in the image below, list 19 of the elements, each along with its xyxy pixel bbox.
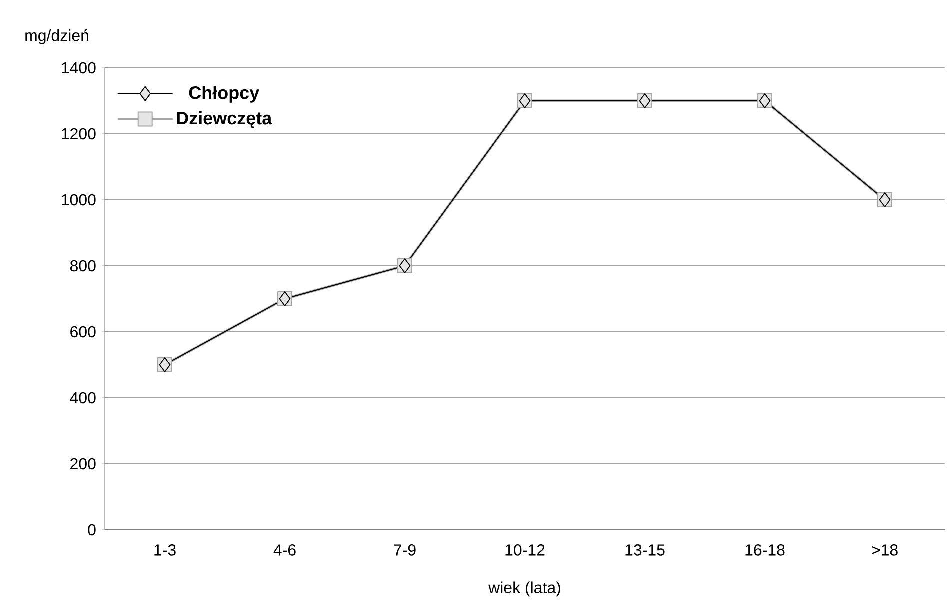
y-tick-label: 800 (70, 260, 96, 272)
x-tick-label: 7-9 (394, 544, 416, 556)
x-axis-title: wiek (lata) (488, 582, 560, 597)
y-tick-label: 200 (70, 458, 96, 470)
y-axis-title: mg/dzień (26, 29, 88, 44)
legend-label: Dziewczęta (177, 111, 272, 128)
x-tick-label: 4-6 (274, 544, 296, 556)
x-tick-label: 16-18 (746, 544, 785, 556)
y-tick-label: 400 (70, 392, 96, 404)
y-tick-label: 1200 (62, 128, 96, 140)
x-tick-label: >18 (872, 544, 898, 556)
y-tick-label: 1400 (62, 62, 96, 74)
x-tick-label: 13-15 (626, 544, 665, 556)
legend-label: Chłopcy (189, 86, 260, 103)
y-tick-label: 0 (88, 524, 96, 536)
x-tick-label: 1-3 (154, 544, 176, 556)
x-tick-label: 10-12 (506, 544, 545, 556)
y-tick-label: 600 (70, 326, 96, 338)
y-tick-label: 1000 (62, 194, 96, 206)
